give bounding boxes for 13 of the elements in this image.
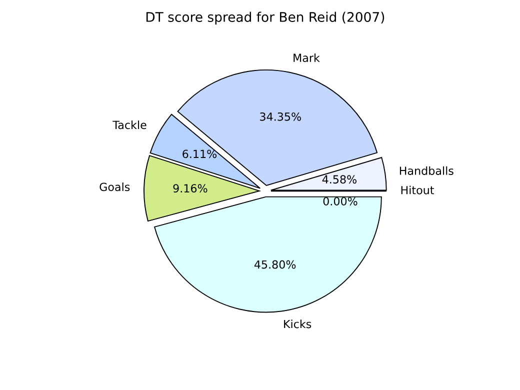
slice-label: Mark [294, 53, 320, 62]
category-label: Hitout [401, 186, 434, 194]
text: 0.00% [323, 197, 358, 206]
slice-label: Goals [100, 182, 130, 192]
data-label: 34.35% [260, 112, 301, 121]
data-label: 45.80% [254, 260, 296, 269]
data-label: 9.16% [173, 184, 208, 193]
data-label: 4.58% [322, 175, 356, 184]
slice-label: Handballs [400, 166, 454, 175]
chart-title: DT score spread for Ben Reid (2007) [146, 12, 384, 25]
slice-label: Tackle [112, 120, 146, 130]
data-label: 6.11% [182, 150, 217, 158]
slice-label: Kicks [284, 320, 312, 328]
